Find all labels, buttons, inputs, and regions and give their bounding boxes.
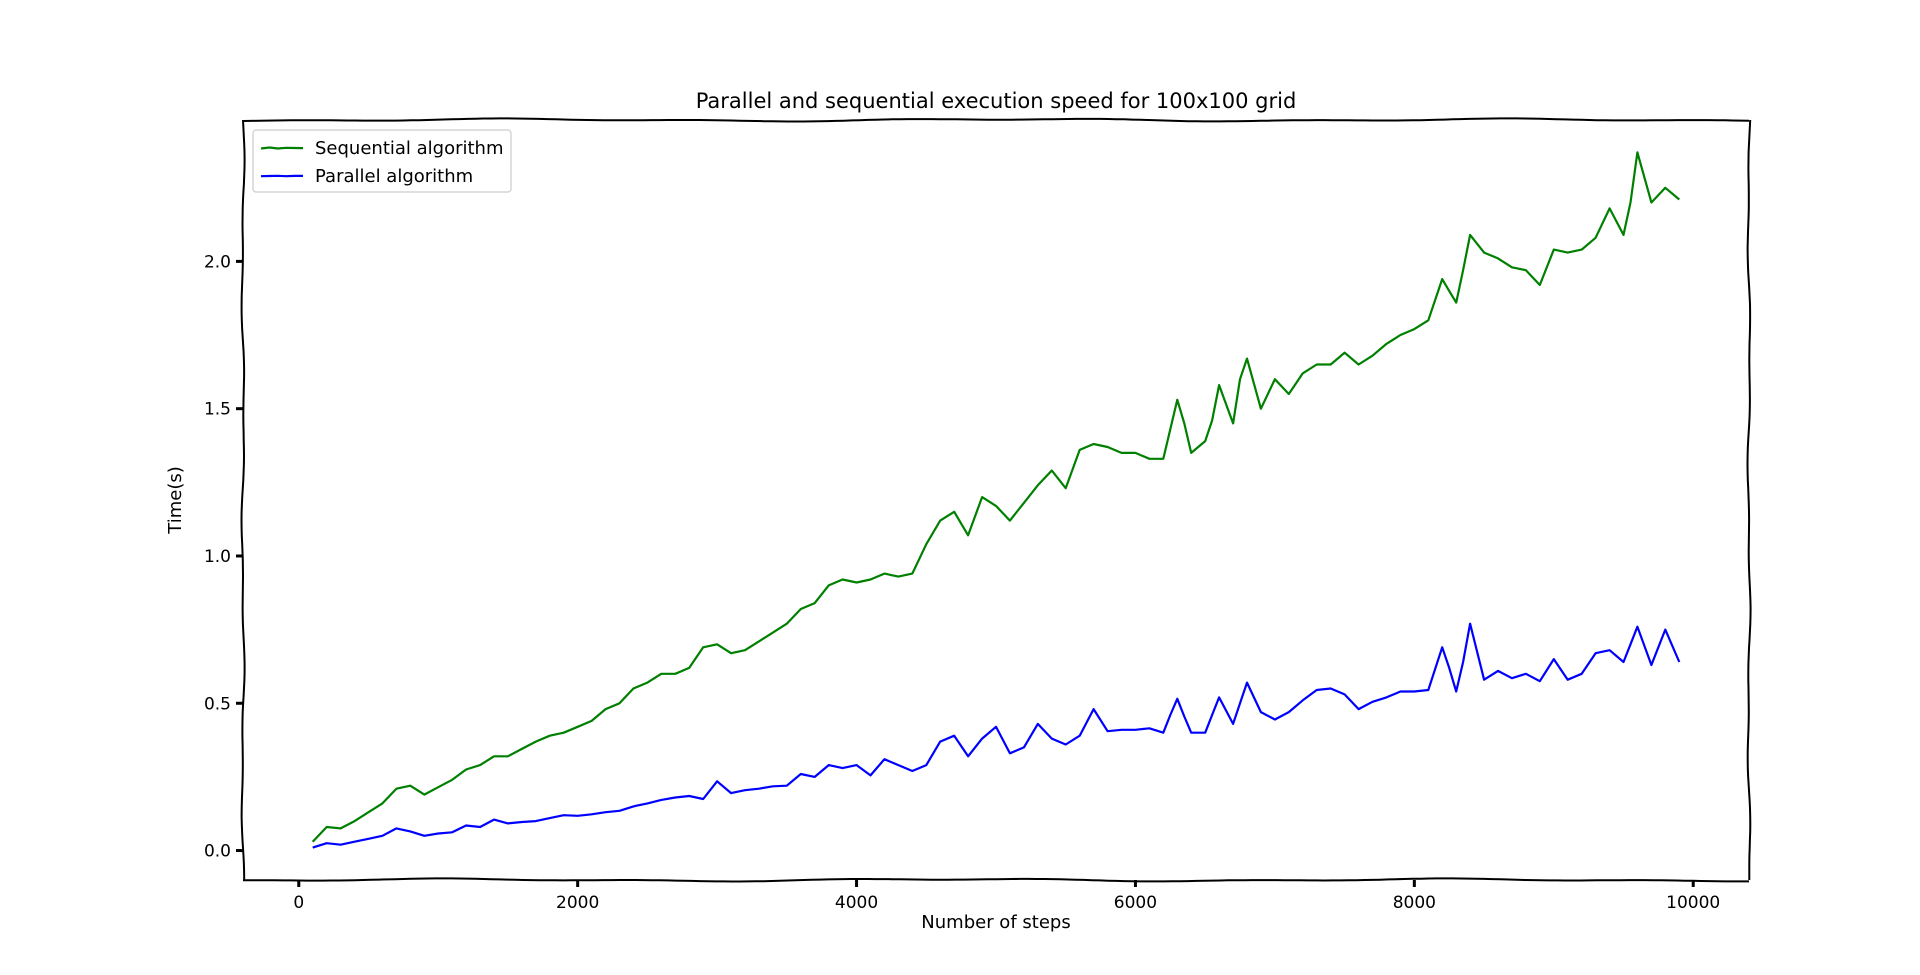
y-tick-label: 0.5 [204, 694, 231, 714]
y-tick-label: 0.0 [204, 842, 231, 862]
y-tick-label: 1.0 [204, 547, 231, 567]
x-tick-label: 8000 [1393, 893, 1436, 913]
frame-left [240, 119, 246, 881]
legend-label: Parallel algorithm [315, 166, 473, 187]
x-axis-label: Number of steps [921, 912, 1070, 933]
series-layer [311, 151, 1681, 849]
plot-frame [240, 117, 1752, 883]
x-tick-label: 2000 [556, 893, 599, 913]
legend: Sequential algorithm Parallel algorithm [252, 129, 512, 193]
y-axis-ticks: 0.0 0.5 1.0 1.5 2.0 [204, 252, 243, 862]
legend-swatch [260, 146, 304, 150]
y-tick-label: 2.0 [204, 252, 231, 272]
y-axis-label: Time(s) [165, 466, 186, 534]
x-tick-label: 10000 [1666, 893, 1720, 913]
legend-box [252, 129, 512, 193]
frame-right [1746, 119, 1752, 880]
legend-label: Sequential algorithm [315, 138, 504, 159]
x-tick-label: 4000 [835, 893, 878, 913]
x-axis-ticks: 0 2000 4000 6000 8000 10000 [293, 880, 1720, 913]
series-line-sequential [311, 151, 1681, 843]
x-tick-label: 0 [293, 893, 304, 913]
series-line-parallel [312, 622, 1681, 849]
frame-bottom [243, 877, 1749, 883]
frame-top [242, 117, 1750, 123]
chart-title: Parallel and sequential execution speed … [696, 89, 1297, 113]
y-tick-label: 1.5 [204, 400, 231, 420]
x-tick-label: 6000 [1114, 893, 1157, 913]
